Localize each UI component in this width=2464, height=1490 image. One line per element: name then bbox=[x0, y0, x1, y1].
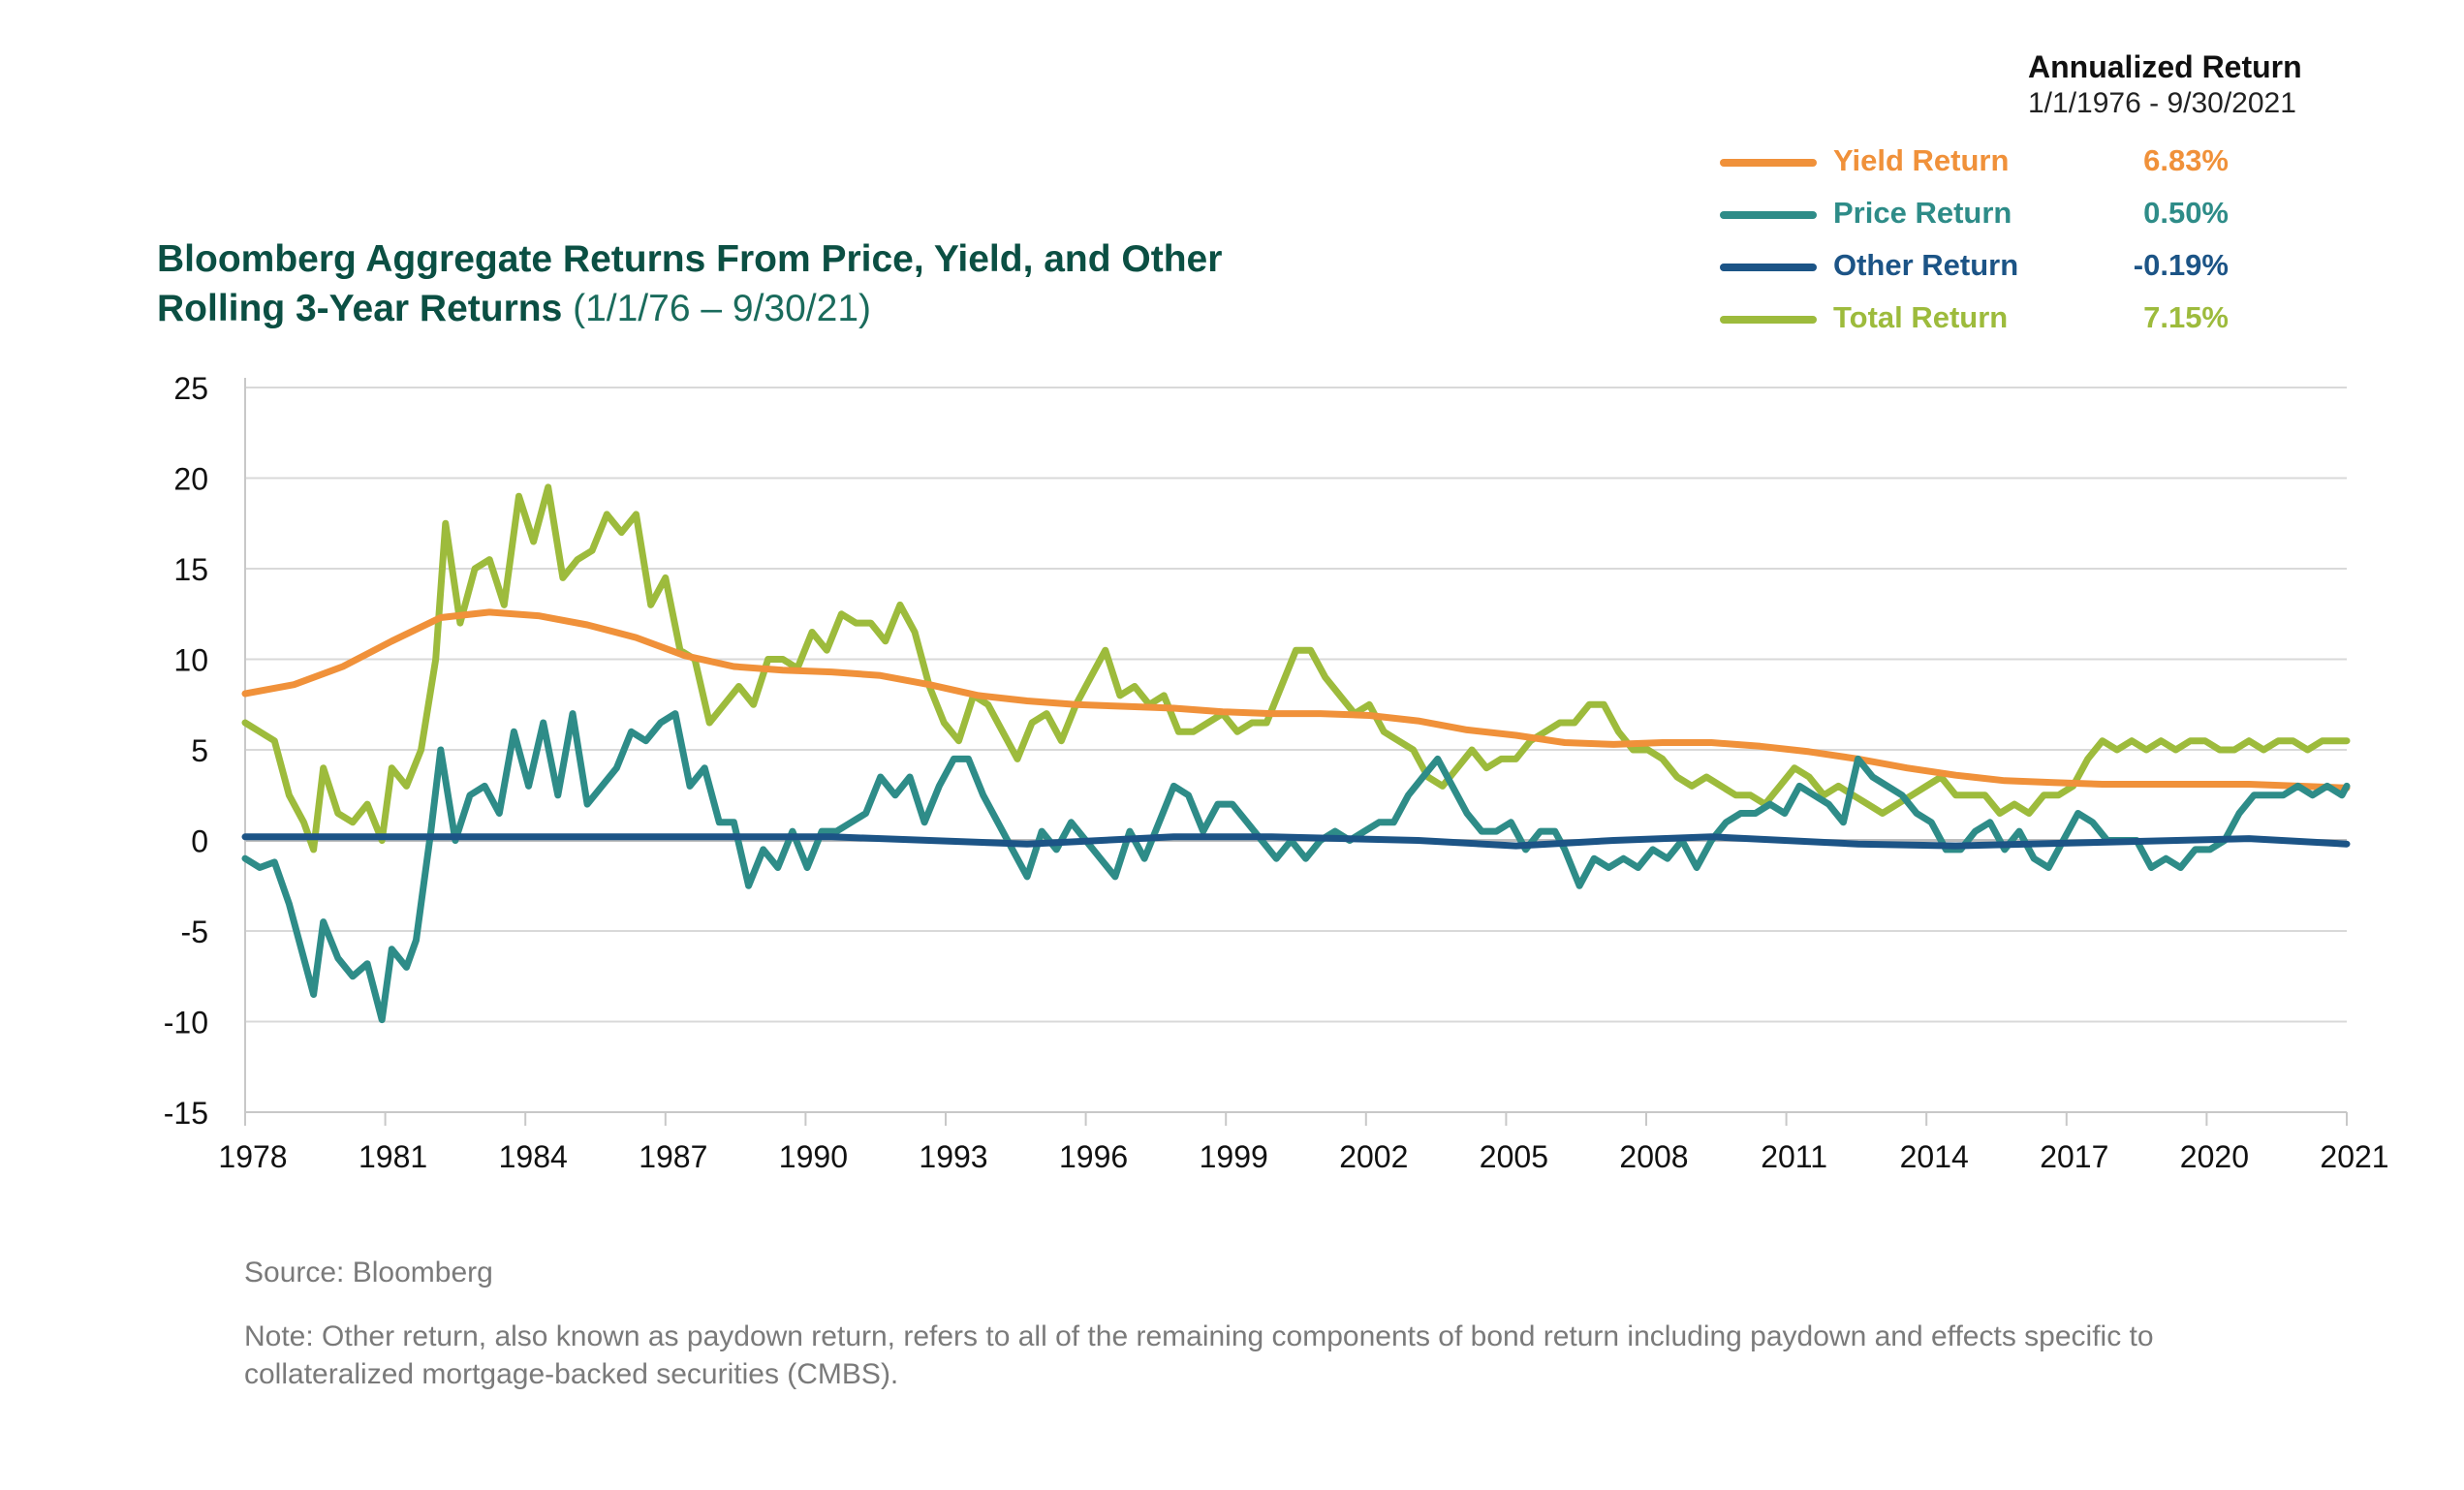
series-line-yield-return bbox=[241, 608, 2351, 792]
y-tick-label: 5 bbox=[191, 733, 208, 768]
y-tick-label: -15 bbox=[164, 1096, 208, 1131]
y-tick-label: 20 bbox=[173, 462, 208, 497]
series-line-price-return bbox=[241, 710, 2351, 1024]
x-tick-label: 2020 bbox=[2180, 1139, 2249, 1174]
x-tick-label: 2017 bbox=[2040, 1139, 2108, 1174]
y-tick-label: -10 bbox=[164, 1006, 208, 1040]
x-tick-label: 1990 bbox=[779, 1139, 848, 1174]
legend-value-yield: 6.83% bbox=[2143, 143, 2229, 177]
legend-label-other: Other Return bbox=[1833, 248, 2019, 282]
chart-title-line2: Rolling 3-Year Returns (1/1/76 – 9/30/21… bbox=[157, 284, 1222, 333]
legend-heading-period: 1/1/1976 - 9/30/2021 bbox=[2028, 87, 2296, 119]
legend-swatch-total bbox=[1720, 316, 1817, 324]
x-tick-label: 1981 bbox=[359, 1139, 427, 1174]
chart-title: Bloomberg Aggregate Returns From Price, … bbox=[157, 234, 1222, 333]
y-tick-label: 0 bbox=[191, 824, 208, 859]
legend-swatch-other bbox=[1720, 264, 1817, 271]
x-tick-label: 1996 bbox=[1059, 1139, 1128, 1174]
legend-swatch-price bbox=[1720, 211, 1817, 219]
y-tick-label: -5 bbox=[181, 915, 208, 949]
x-tick-label: 2008 bbox=[1619, 1139, 1688, 1174]
x-tick-label: 2002 bbox=[1339, 1139, 1408, 1174]
legend-value-price: 0.50% bbox=[2143, 196, 2229, 230]
x-tick-label: 1987 bbox=[639, 1139, 707, 1174]
y-tick-label: 15 bbox=[173, 552, 208, 587]
legend-value-other: -0.19% bbox=[2133, 248, 2229, 282]
chart-title-bold: Rolling 3-Year Returns bbox=[157, 288, 563, 329]
legend-label-total: Total Return bbox=[1833, 300, 2009, 334]
legend-swatch-yield bbox=[1720, 159, 1817, 167]
y-tick-label: 10 bbox=[173, 643, 208, 678]
x-tick-label: 1999 bbox=[1200, 1139, 1268, 1174]
legend-label-price: Price Return bbox=[1833, 196, 2012, 230]
series-line-total-return bbox=[241, 483, 2351, 854]
source-note: Source: Bloomberg bbox=[244, 1257, 493, 1288]
chart-title-line1: Bloomberg Aggregate Returns From Price, … bbox=[157, 238, 1223, 280]
x-tick-label: 2021 bbox=[2320, 1139, 2388, 1174]
x-tick-label: 1984 bbox=[499, 1139, 568, 1174]
x-tick-label: 1993 bbox=[919, 1139, 987, 1174]
x-tick-label: 2014 bbox=[1900, 1139, 1969, 1174]
legend-label-yield: Yield Return bbox=[1833, 143, 2010, 177]
series-line-other-return bbox=[241, 833, 2351, 850]
x-tick-label: 2005 bbox=[1480, 1139, 1548, 1174]
chart-title-period: (1/1/76 – 9/30/21) bbox=[573, 288, 871, 329]
x-tick-label: 2011 bbox=[1761, 1139, 1827, 1174]
x-tick-label: 1978 bbox=[218, 1139, 287, 1174]
legend-heading: Annualized Return 1/1/1976 - 9/30/2021 bbox=[2028, 48, 2302, 122]
footnote: Note: Other return, also known as paydow… bbox=[244, 1320, 2154, 1390]
y-tick-label: 25 bbox=[173, 371, 208, 406]
legend-value-total: 7.15% bbox=[2143, 300, 2229, 334]
legend-heading-title: Annualized Return bbox=[2028, 49, 2302, 84]
